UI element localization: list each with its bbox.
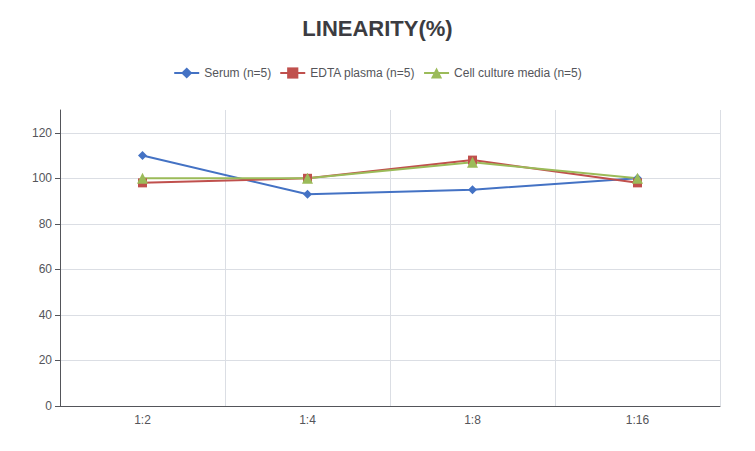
svg-text:40: 40: [39, 308, 53, 322]
svg-text:120: 120: [32, 126, 52, 140]
svg-text:100: 100: [32, 171, 52, 185]
svg-text:80: 80: [39, 217, 53, 231]
svg-text:LINEARITY(%): LINEARITY(%): [302, 16, 452, 41]
svg-text:1:2: 1:2: [134, 413, 151, 427]
svg-text:1:8: 1:8: [464, 413, 481, 427]
svg-text:EDTA plasma (n=5): EDTA plasma (n=5): [310, 66, 414, 80]
svg-text:Serum (n=5): Serum (n=5): [204, 66, 271, 80]
svg-text:Cell culture media (n=5): Cell culture media (n=5): [454, 66, 582, 80]
svg-text:20: 20: [39, 353, 53, 367]
svg-text:1:4: 1:4: [299, 413, 316, 427]
svg-text:0: 0: [45, 399, 52, 413]
svg-text:60: 60: [39, 262, 53, 276]
svg-text:1:16: 1:16: [626, 413, 650, 427]
